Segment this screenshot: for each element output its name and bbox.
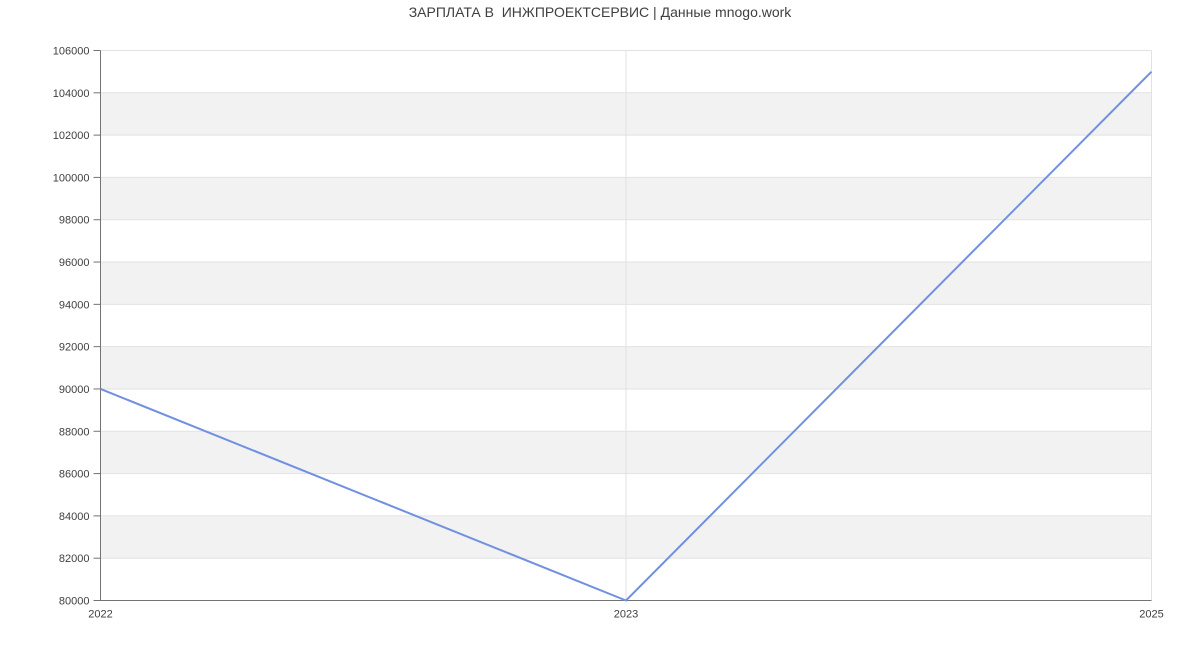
y-tick-label: 84000	[59, 511, 90, 523]
y-tick-label: 96000	[59, 257, 90, 269]
y-tick-label: 102000	[53, 130, 90, 142]
y-tick-label: 80000	[59, 596, 90, 608]
y-tick-label: 90000	[59, 384, 90, 396]
x-tick-label: 2023	[614, 609, 638, 621]
y-tick-label: 92000	[59, 342, 90, 354]
y-tick-label: 82000	[59, 553, 90, 565]
y-tick-label: 86000	[59, 469, 90, 481]
series-line	[100, 70, 1153, 602]
y-tick-label: 98000	[59, 215, 90, 227]
y-tick-label: 100000	[53, 172, 90, 184]
y-tick-label: 106000	[53, 46, 90, 58]
y-tick-label: 104000	[53, 88, 90, 100]
x-tick-label: 2025	[1139, 609, 1163, 621]
chart-title: ЗАРПЛАТА В ИНЖПРОЕКТСЕРВИС | Данные mnog…	[408, 4, 792, 20]
x-tick-label: 2022	[88, 609, 112, 621]
y-tick-label: 94000	[59, 299, 90, 311]
y-tick-label: 88000	[59, 426, 90, 438]
